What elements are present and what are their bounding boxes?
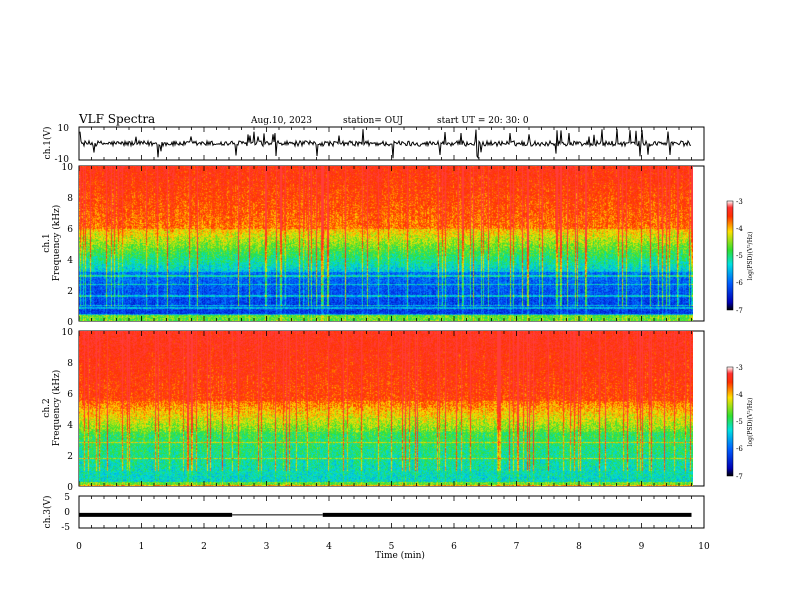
x-tick-10: 10 [698,542,710,552]
colorbar-ch2-tick-m5: -5 [736,418,743,426]
spectrogram-ch1-ticks [78,166,705,321]
colorbar-ch1-tick-m3: -3 [736,198,743,206]
spectrogram-ch2-ytick-10: 10 [62,328,74,338]
figure-title: VLF Spectra [78,112,155,126]
spectrogram-ch2-ytick-0: 0 [67,483,73,493]
date-label: Aug.10, 2023 [250,116,312,126]
colorbar-ch2-scale [726,366,734,477]
colorbar-ch1-scale [726,200,734,311]
spectrogram-ch1-ytick-10: 10 [62,163,74,173]
x-tick-8: 8 [576,542,582,552]
spectrogram-ch1-image [79,166,693,321]
spectrogram-ch1-ytick-6: 6 [67,225,73,235]
colorbar-ch1: -3 -4 -5 -6 -7 log(PSD)(V²/Hz) [726,198,754,315]
colorbar-ch1-label: log(PSD)(V²/Hz) [747,232,754,281]
start-time-label: start UT = 20: 30: 0 [437,116,529,126]
x-tick-9: 9 [639,542,645,552]
spectrogram-panel-ch2: 10 8 6 4 2 0 ch.2 Frequency (kHz) [42,328,705,493]
spectrogram-ch2-ylabel-frequency: Frequency (kHz) [51,370,62,447]
x-tick-2: 2 [201,542,207,552]
spectrogram-ch1-ytick-0: 0 [67,318,73,328]
waveform-ch3-ylabel: ch.3(V) [42,496,53,529]
waveform-ch1-trace [79,128,692,160]
spectrogram-ch2-ytick-8: 8 [67,359,73,369]
spectrogram-ch1-ytick-8: 8 [67,194,73,204]
spectrogram-panel-ch1: 10 8 6 4 2 0 ch.1 Frequency (kHz) [42,163,705,328]
spectrogram-ch2-ytick-2: 2 [67,452,73,462]
waveform-ch3-frame [78,495,705,529]
colorbar-ch2-tick-m7: -7 [736,473,743,481]
colorbar-ch2-tick-m3: -3 [736,364,743,372]
x-tick-7: 7 [514,542,520,552]
spectrogram-ch1-ylabel-channel: ch.1 [42,233,52,252]
spectrogram-ch2-ytick-4: 4 [67,421,73,431]
x-tick-5: 5 [389,542,395,552]
colorbar-ch2: -3 -4 -5 -6 -7 log(PSD)(V²/Hz) [726,364,754,481]
waveform-ch1-ticks [78,127,705,160]
colorbar-ch1-tick-m4: -4 [736,225,743,233]
waveform-ch1-ylabel: ch.1(V) [42,127,53,160]
spectrogram-ch1-ytick-4: 4 [67,256,73,266]
spectrogram-ch2-ylabel-channel: ch.2 [42,398,52,417]
x-tick-4: 4 [326,542,332,552]
spectrogram-ch1-ylabel-frequency: Frequency (kHz) [51,205,62,282]
colorbar-ch2-tick-m4: -4 [736,391,743,399]
x-tick-1: 1 [139,542,145,552]
x-tick-0: 0 [76,542,82,552]
spectrogram-ch2-ticks [78,331,705,486]
spectrogram-ch2-image [79,331,693,486]
waveform-ch3-ytick-m5: -5 [61,523,70,533]
colorbar-ch1-tick-m7: -7 [736,307,743,315]
waveform-ch1-ytick-bottom: -10 [55,155,70,165]
x-axis-label: Time (min) [375,550,425,561]
waveform-ch1-ytick-top: 10 [58,124,70,134]
waveform-ch3-ytick-0: 0 [64,508,70,518]
waveform-ch3-ticks [78,496,705,528]
x-tick-6: 6 [451,542,457,552]
waveform-panel-ch3: 5 0 -5 ch.3(V) [42,493,705,533]
x-axis: 0 1 2 3 4 5 6 7 8 9 10 Time (min) [76,542,710,561]
waveform-ch3-ytick-5: 5 [64,493,70,503]
spectrogram-ch2-ytick-6: 6 [67,390,73,400]
waveform-panel-ch1: 10 -10 ch.1(V) [42,124,705,165]
spectrogram-ch1-ytick-2: 2 [67,287,73,297]
colorbar-ch2-tick-m6: -6 [736,445,743,453]
station-label: station= OUJ [343,116,403,126]
colorbar-ch1-tick-m5: -5 [736,252,743,260]
colorbar-ch1-tick-m6: -6 [736,279,743,287]
x-tick-3: 3 [264,542,270,552]
colorbar-ch2-label: log(PSD)(V²/Hz) [747,398,754,447]
